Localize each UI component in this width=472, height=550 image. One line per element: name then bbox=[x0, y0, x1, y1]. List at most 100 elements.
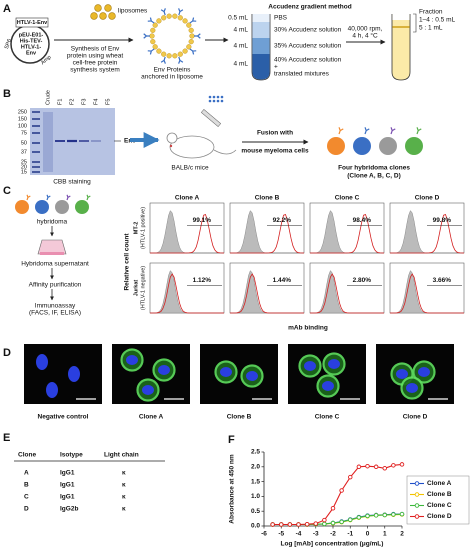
nucleus bbox=[396, 369, 408, 379]
antibody bbox=[338, 127, 344, 135]
data-point bbox=[322, 521, 327, 527]
data-point bbox=[399, 511, 405, 517]
promoter-label: SP6 bbox=[4, 38, 13, 50]
legend-marker bbox=[414, 481, 420, 486]
step-text: hybridoma bbox=[37, 219, 68, 226]
column-title: Clone D bbox=[415, 195, 440, 202]
antibody bbox=[147, 48, 155, 55]
x-tick-label: -5 bbox=[278, 531, 284, 538]
x-axis-label: Log [mAb] concentration (μg/mL) bbox=[281, 541, 384, 548]
x-tick-label: 1 bbox=[383, 531, 387, 538]
nucleus bbox=[142, 385, 154, 395]
step-text: mouse myeloma cells bbox=[241, 148, 309, 155]
step-text: anchored in liposome bbox=[141, 74, 203, 81]
data-point bbox=[296, 522, 301, 527]
liposome bbox=[108, 12, 116, 20]
table-cell: κ bbox=[122, 482, 126, 489]
lane-label: F3 bbox=[81, 99, 87, 105]
panel-label: E bbox=[3, 432, 10, 444]
hybridoma-cell bbox=[15, 200, 29, 214]
volume-label: 4 mL bbox=[234, 27, 249, 34]
method-title: Accudenz gradient method bbox=[268, 4, 351, 11]
antibody bbox=[143, 33, 150, 39]
nucleus bbox=[246, 371, 258, 381]
lipid bbox=[152, 44, 158, 50]
antibody bbox=[178, 8, 184, 16]
x-tick-label: -6 bbox=[261, 531, 267, 538]
mw-label: 75 bbox=[21, 130, 27, 136]
antibody bbox=[147, 17, 155, 24]
antigen bbox=[208, 99, 212, 103]
hybridoma-cell bbox=[353, 137, 371, 155]
flask-medium bbox=[40, 252, 64, 255]
mw-label: 20 bbox=[21, 164, 27, 170]
y-tick-label: 2.0 bbox=[251, 464, 260, 471]
lipid bbox=[156, 18, 162, 24]
liposome bbox=[104, 4, 112, 12]
series-line bbox=[272, 463, 403, 526]
env-band bbox=[67, 139, 77, 143]
env-band bbox=[55, 140, 65, 142]
lane-smear bbox=[43, 112, 53, 172]
histogram-frame bbox=[149, 262, 225, 314]
data-point bbox=[322, 517, 327, 523]
y-tick-label: 0.0 bbox=[251, 523, 260, 530]
marker-band bbox=[32, 125, 40, 127]
mouse-label: BALB/c mice bbox=[171, 165, 209, 172]
liposome bbox=[94, 4, 102, 12]
lane-label: F5 bbox=[105, 99, 111, 105]
layer bbox=[252, 54, 270, 80]
layer-label: PBS bbox=[274, 15, 288, 22]
hybridoma-cell bbox=[55, 200, 69, 214]
lipid bbox=[166, 13, 172, 19]
histogram-frame bbox=[229, 262, 305, 314]
histogram-frame bbox=[309, 202, 385, 254]
fraction-label: 5 : 1 mL bbox=[419, 25, 443, 32]
antibody bbox=[26, 194, 31, 201]
percent-label: 2.80% bbox=[353, 277, 372, 284]
env-band bbox=[79, 140, 89, 142]
spin-text: 40,000 rpm, bbox=[348, 26, 383, 33]
sample-peak bbox=[310, 273, 384, 314]
mouse-ear bbox=[166, 132, 178, 144]
image-caption: Clone D bbox=[403, 414, 428, 421]
lipid bbox=[172, 53, 178, 59]
image-caption: Clone A bbox=[139, 414, 164, 421]
table-cell: C bbox=[24, 494, 29, 501]
legend-label: Clone C bbox=[427, 502, 452, 509]
marker-band bbox=[32, 161, 40, 163]
data-point bbox=[348, 474, 353, 480]
panel-label: F bbox=[228, 434, 235, 446]
hybridoma-cell bbox=[75, 200, 89, 214]
histogram-frame bbox=[389, 262, 465, 314]
panel-label: A bbox=[3, 3, 11, 15]
sample-peak bbox=[390, 213, 464, 254]
layer-label: 35% Accudenz solution bbox=[274, 43, 342, 50]
table-cell: D bbox=[24, 506, 29, 513]
volume-label: 0.5 mL bbox=[228, 15, 248, 22]
mouse bbox=[169, 135, 215, 159]
syringe bbox=[200, 109, 222, 127]
percent-label: 99.8% bbox=[433, 217, 452, 224]
percent-label: 1.44% bbox=[273, 277, 292, 284]
antibody bbox=[189, 17, 197, 24]
nucleus bbox=[328, 359, 340, 369]
mw-label: 250 bbox=[18, 109, 27, 115]
antigen bbox=[212, 99, 216, 103]
mw-label: 37 bbox=[21, 149, 27, 155]
marker-band bbox=[32, 171, 40, 173]
env-band bbox=[91, 140, 101, 142]
data-point bbox=[356, 464, 362, 470]
row-label: (HTLV-1 negative) bbox=[140, 266, 146, 310]
antigen bbox=[208, 95, 212, 99]
axis-label: Relative cell count bbox=[124, 233, 131, 291]
marker-band bbox=[32, 111, 40, 113]
step-text: (Clone A, B, C, D) bbox=[347, 173, 401, 180]
column-title: Clone B bbox=[255, 195, 280, 202]
lipid bbox=[172, 13, 178, 19]
micrograph bbox=[200, 344, 278, 404]
x-tick-label: 0 bbox=[366, 531, 370, 538]
table-header: Isotype bbox=[60, 452, 83, 459]
layer-label: 30% Accudenz solution bbox=[274, 27, 342, 34]
antibody bbox=[194, 33, 201, 39]
